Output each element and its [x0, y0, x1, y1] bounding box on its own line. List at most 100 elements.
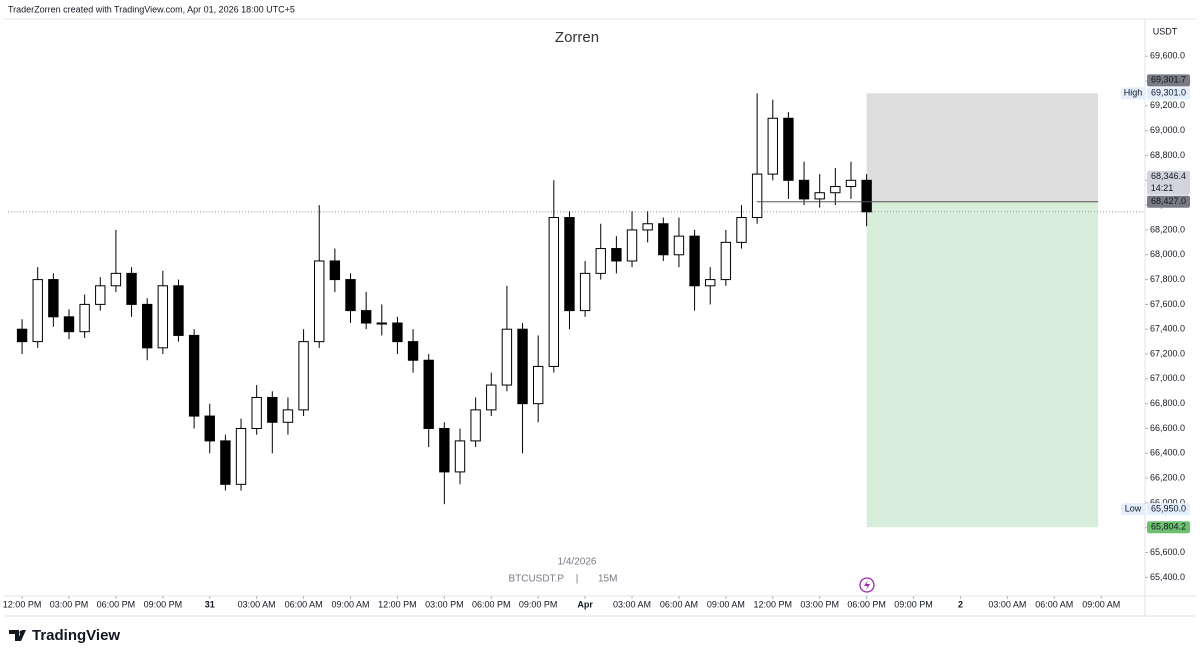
- target-zone: [866, 201, 1099, 528]
- candle-body: [751, 173, 763, 219]
- y-tick-label: 69,200.0: [1150, 100, 1185, 110]
- y-tick-label: 67,000.0: [1150, 373, 1185, 383]
- x-tick-label: 06:00 AM: [1035, 599, 1073, 609]
- header: TraderZorren created with TradingView.co…: [8, 4, 295, 14]
- y-tick-label: 68,200.0: [1150, 224, 1185, 234]
- x-tick-label: 03:00 AM: [613, 599, 651, 609]
- candle-body: [110, 272, 122, 287]
- candle-body: [298, 341, 309, 411]
- candle-body: [95, 285, 106, 305]
- price-tag-label: 69,301.0: [1151, 88, 1186, 98]
- x-tick-label: 06:00 PM: [472, 599, 511, 609]
- y-tick-label: 66,800.0: [1150, 398, 1185, 408]
- candle-body: [720, 241, 732, 281]
- candle-body: [423, 359, 434, 429]
- y-tick-label: 67,400.0: [1150, 324, 1185, 334]
- price-tag-label: 65,950.0: [1151, 504, 1186, 514]
- candle-body: [470, 409, 481, 442]
- candle-body: [486, 384, 497, 411]
- candle-body: [204, 415, 215, 442]
- candle-body: [251, 396, 262, 429]
- candle-body: [188, 334, 200, 417]
- y-tick-label: 66,000.0: [1150, 497, 1185, 507]
- x-tick-label: 03:00 PM: [800, 599, 839, 609]
- candle-body: [314, 260, 325, 343]
- candle-body: [157, 285, 169, 349]
- x-tick-label: 12:00 PM: [3, 599, 42, 609]
- price-tag: [1147, 74, 1190, 87]
- candle-body: [282, 409, 294, 423]
- candle-body: [360, 310, 372, 324]
- y-tick-label: 69,000.0: [1150, 125, 1185, 135]
- x-tick-label: 09:00 AM: [1082, 599, 1120, 609]
- candle-body: [767, 117, 778, 175]
- candle-body: [798, 179, 810, 200]
- candle-body: [658, 223, 669, 256]
- candle-body: [548, 217, 560, 367]
- candle-body: [626, 229, 638, 262]
- x-tick-label: 06:00 AM: [660, 599, 698, 609]
- candle-body: [783, 117, 794, 181]
- y-tick-label: 68,800.0: [1150, 150, 1185, 160]
- alert-icon: [859, 577, 875, 593]
- candle-body: [611, 248, 622, 262]
- price-tag-label: 65,804.2: [1151, 522, 1186, 532]
- candle-body: [454, 440, 466, 473]
- y-tick-label: 67,800.0: [1150, 274, 1185, 284]
- x-tick-label: 09:00 PM: [519, 599, 558, 609]
- date-label: 1/4/2026: [558, 557, 597, 568]
- x-tick-label: 2: [958, 599, 963, 609]
- candle-body: [861, 179, 872, 213]
- candle-body: [267, 396, 278, 423]
- candle-body: [392, 322, 403, 343]
- candle-body: [532, 365, 544, 405]
- separator: |: [576, 574, 579, 585]
- x-tick-label: 31: [205, 599, 215, 609]
- x-tick-label: Apr: [577, 599, 593, 609]
- price-tag-name-box: [1121, 503, 1145, 516]
- price-tag: [1147, 521, 1190, 534]
- x-tick-label: 12:00 PM: [754, 599, 793, 609]
- x-tick-label: 03:00 PM: [50, 599, 89, 609]
- chart-title: Zorren: [555, 29, 599, 46]
- y-tick-label: 66,200.0: [1150, 472, 1185, 482]
- price-tag: [1147, 170, 1190, 195]
- price-tag-name-box: [1121, 87, 1145, 100]
- candle-body: [220, 440, 231, 485]
- y-tick-label: 67,600.0: [1150, 299, 1185, 309]
- x-tick-label: 03:00 PM: [425, 599, 464, 609]
- stop-zone: [866, 93, 1099, 202]
- candle-body: [501, 328, 513, 386]
- price-tag-label: 68,427.0: [1151, 196, 1186, 206]
- plot-area: [8, 93, 1145, 528]
- price-tag: [1147, 87, 1190, 100]
- candle-body: [845, 179, 857, 188]
- y-tick-label: 68,000.0: [1150, 249, 1185, 259]
- logo-mark: [9, 630, 26, 641]
- candle-body: [705, 279, 716, 287]
- y-tick-label: 66,600.0: [1150, 423, 1185, 433]
- candle-body: [642, 223, 653, 231]
- candle-body: [376, 322, 387, 325]
- candle-body: [673, 235, 685, 256]
- candle-body: [48, 279, 59, 318]
- candle-body: [736, 217, 747, 243]
- candle-body: [345, 279, 356, 312]
- x-tick-label: 03:00 AM: [238, 599, 276, 609]
- candle-body: [142, 303, 153, 349]
- y-tick-label: 65,400.0: [1150, 572, 1185, 582]
- candle-body: [564, 217, 575, 312]
- x-tick-label: 06:00 PM: [847, 599, 886, 609]
- price-tag: [1147, 195, 1190, 208]
- x-tick-label: 09:00 PM: [894, 599, 933, 609]
- candle-body: [235, 427, 247, 485]
- x-tick-label: 06:00 AM: [285, 599, 323, 609]
- candle-body: [126, 272, 137, 305]
- price-tag-label: 69,301.7: [1151, 75, 1186, 85]
- candle-body: [439, 427, 450, 473]
- symbol: BTCUSDT.P: [508, 574, 564, 585]
- interval: 15M: [598, 574, 617, 585]
- candle-body: [814, 192, 825, 200]
- currency: USDT: [1153, 26, 1178, 36]
